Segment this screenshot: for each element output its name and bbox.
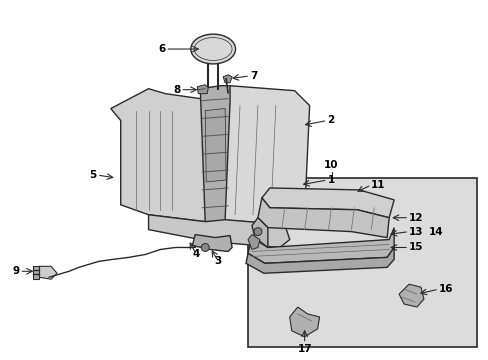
- Polygon shape: [148, 215, 289, 247]
- Text: 15: 15: [408, 243, 423, 252]
- Text: 10: 10: [324, 160, 338, 170]
- Polygon shape: [245, 247, 393, 273]
- Polygon shape: [33, 266, 39, 279]
- Text: 5: 5: [89, 170, 97, 180]
- Text: 13: 13: [408, 226, 423, 237]
- Bar: [247, 178, 476, 347]
- Text: 2: 2: [327, 116, 334, 126]
- Polygon shape: [220, 86, 309, 225]
- Polygon shape: [205, 109, 225, 182]
- Polygon shape: [247, 235, 260, 249]
- Polygon shape: [223, 75, 232, 83]
- Circle shape: [253, 228, 262, 235]
- Polygon shape: [197, 85, 208, 94]
- Text: 17: 17: [297, 344, 311, 354]
- Text: 3: 3: [214, 256, 222, 266]
- Polygon shape: [289, 307, 319, 337]
- Text: 4: 4: [192, 249, 200, 260]
- Text: 9: 9: [12, 266, 19, 276]
- Text: 6: 6: [158, 44, 165, 54]
- Text: 14: 14: [428, 226, 443, 237]
- Polygon shape: [111, 89, 220, 222]
- Circle shape: [201, 243, 209, 251]
- Polygon shape: [200, 86, 230, 222]
- Polygon shape: [262, 188, 393, 218]
- Text: 12: 12: [408, 213, 423, 223]
- Polygon shape: [257, 198, 388, 238]
- Polygon shape: [192, 235, 232, 251]
- Polygon shape: [39, 266, 57, 279]
- Ellipse shape: [190, 34, 235, 64]
- Polygon shape: [398, 284, 423, 307]
- Text: 11: 11: [370, 180, 385, 190]
- Polygon shape: [251, 218, 267, 247]
- Text: 8: 8: [173, 85, 180, 95]
- Text: 16: 16: [438, 284, 452, 294]
- Text: 7: 7: [249, 71, 257, 81]
- Polygon shape: [247, 228, 393, 264]
- Text: 1: 1: [327, 175, 334, 185]
